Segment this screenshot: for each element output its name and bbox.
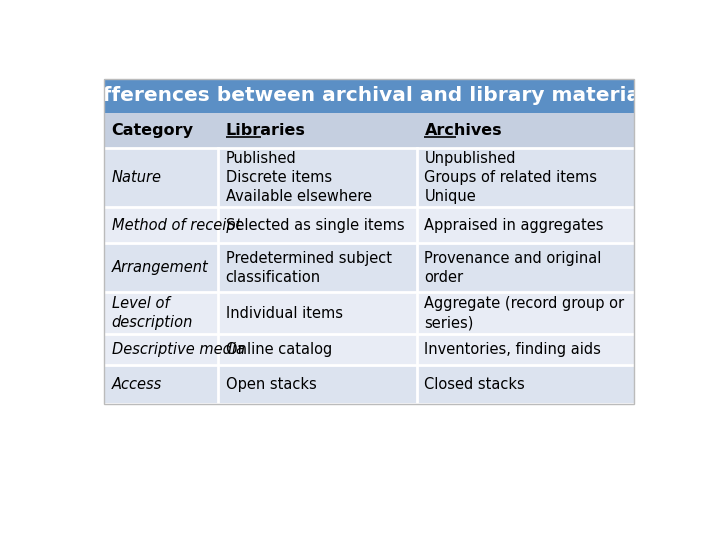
Text: Individual items: Individual items	[225, 306, 343, 321]
Text: Access: Access	[112, 377, 162, 392]
Text: Aggregate (record group or
series): Aggregate (record group or series)	[425, 296, 624, 330]
Text: Selected as single items: Selected as single items	[225, 218, 405, 233]
Text: Libraries: Libraries	[225, 123, 305, 138]
Text: Provenance and original
order: Provenance and original order	[425, 251, 602, 285]
Text: Descriptive media: Descriptive media	[112, 342, 245, 357]
Text: Differences between archival and library materials: Differences between archival and library…	[79, 86, 659, 105]
Bar	[104, 148, 634, 207]
Bar	[104, 79, 634, 403]
Bar	[104, 334, 634, 365]
Bar	[104, 292, 634, 334]
Bar	[104, 112, 634, 148]
Text: Archives: Archives	[425, 123, 502, 138]
Text: Method of receipt: Method of receipt	[112, 218, 241, 233]
Text: Online catalog: Online catalog	[225, 342, 332, 357]
Bar	[104, 244, 634, 292]
Text: Closed stacks: Closed stacks	[425, 377, 525, 392]
Text: Nature: Nature	[112, 170, 162, 185]
Bar	[104, 79, 634, 112]
Bar	[104, 207, 634, 244]
Text: Unpublished
Groups of related items
Unique: Unpublished Groups of related items Uniq…	[425, 151, 598, 204]
Text: Predetermined subject
classification: Predetermined subject classification	[225, 251, 392, 285]
Text: Published
Discrete items
Available elsewhere: Published Discrete items Available elsew…	[225, 151, 372, 204]
Text: Inventories, finding aids: Inventories, finding aids	[425, 342, 601, 357]
Text: Category: Category	[112, 123, 194, 138]
Text: Appraised in aggregates: Appraised in aggregates	[425, 218, 604, 233]
Text: Arrangement: Arrangement	[112, 260, 209, 275]
Text: Level of
description: Level of description	[112, 296, 193, 330]
Bar	[104, 365, 634, 403]
Text: Open stacks: Open stacks	[225, 377, 316, 392]
